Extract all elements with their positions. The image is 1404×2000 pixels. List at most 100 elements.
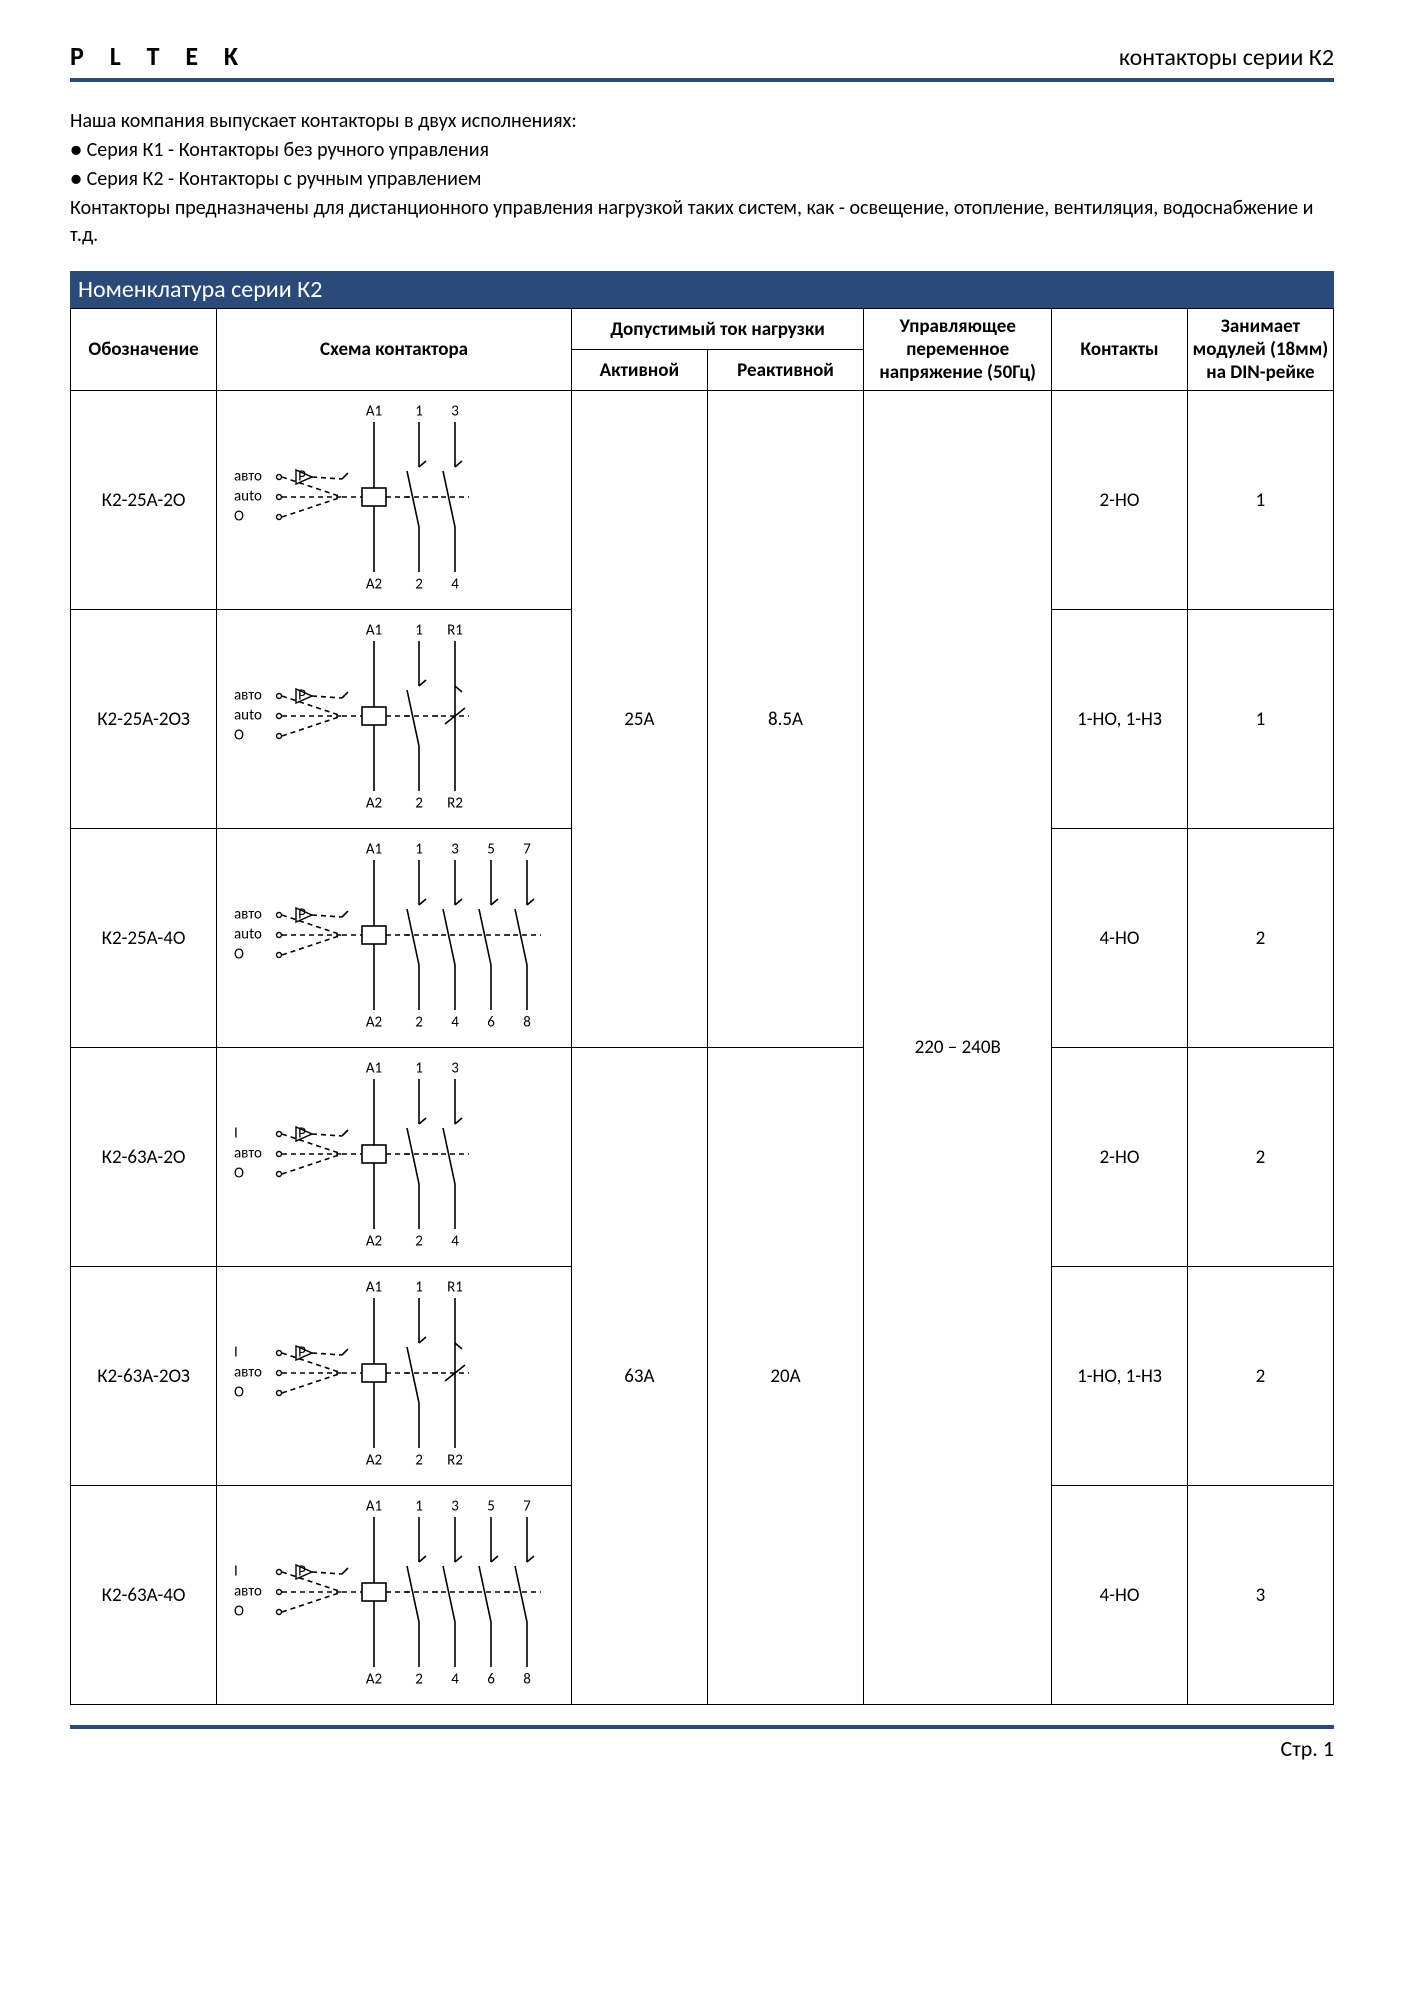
th-contacts: Контакты: [1052, 309, 1188, 391]
svg-text:2: 2: [415, 1014, 423, 1032]
th-load-current: Допустимый ток нагрузки: [572, 309, 864, 350]
svg-text:1: 1: [415, 1279, 423, 1297]
svg-text:2: 2: [415, 576, 423, 594]
svg-text:auto: auto: [234, 707, 262, 725]
svg-text:1: 1: [415, 403, 423, 421]
cell-designation: К2-63А-2О: [71, 1048, 217, 1267]
svg-text:2: 2: [415, 795, 423, 813]
cell-schematic: IавтоOPA1A212345678: [217, 1486, 572, 1705]
th-active: Активной: [572, 350, 708, 391]
svg-text:8: 8: [523, 1014, 531, 1032]
table-header-row-1: Обозначение Схема контактора Допустимый …: [71, 309, 1334, 350]
svg-text:1: 1: [415, 841, 423, 859]
cell-reactive: 20А: [707, 1048, 864, 1705]
svg-text:7: 7: [523, 1498, 531, 1516]
svg-text:O: O: [234, 1603, 244, 1621]
svg-text:A1: A1: [366, 622, 382, 640]
svg-text:P: P: [298, 1563, 306, 1581]
svg-text:O: O: [234, 1384, 244, 1402]
svg-text:авто: авто: [234, 1145, 262, 1163]
cell-designation: К2-63А-4О: [71, 1486, 217, 1705]
svg-text:авто: авто: [234, 1583, 262, 1601]
svg-text:4: 4: [451, 1671, 459, 1689]
svg-text:O: O: [234, 727, 244, 745]
svg-text:P: P: [298, 468, 306, 486]
svg-text:5: 5: [487, 1498, 495, 1516]
series-title: контакторы серии К2: [1119, 43, 1334, 72]
svg-text:4: 4: [451, 576, 459, 594]
svg-text:A1: A1: [366, 1279, 382, 1297]
table-row: К2-63А-2О IавтоOPA1A21234 63А 20А 2-НО 2: [71, 1048, 1334, 1267]
th-schematic: Схема контактора: [217, 309, 572, 391]
svg-text:1: 1: [415, 1498, 423, 1516]
cell-schematic: автоautoOPA1A212345678: [217, 829, 572, 1048]
page-footer: Стр. 1: [70, 1725, 1334, 1762]
svg-text:R1: R1: [447, 1279, 463, 1297]
cell-contacts: 2-НО: [1052, 391, 1188, 610]
cell-contacts: 4-НО: [1052, 1486, 1188, 1705]
intro-line-1: Наша компания выпускает контакторы в дву…: [70, 108, 1334, 135]
cell-modules: 1: [1187, 610, 1333, 829]
svg-text:4: 4: [451, 1233, 459, 1251]
cell-modules: 1: [1187, 391, 1333, 610]
svg-text:P: P: [298, 906, 306, 924]
svg-text:A1: A1: [366, 403, 382, 421]
svg-text:A2: A2: [366, 795, 382, 813]
cell-contacts: 4-НО: [1052, 829, 1188, 1048]
cell-designation: К2-25А-2ОЗ: [71, 610, 217, 829]
svg-text:O: O: [234, 508, 244, 526]
svg-text:1: 1: [415, 1060, 423, 1078]
cell-designation: К2-63А-2ОЗ: [71, 1267, 217, 1486]
table-row: К2-25А-2О автоautoOPA1A21234 25А 8.5А 22…: [71, 391, 1334, 610]
cell-schematic: автоautoOPA1A21234: [217, 391, 572, 610]
cell-reactive: 8.5А: [707, 391, 864, 1048]
svg-text:6: 6: [487, 1671, 495, 1689]
svg-text:A1: A1: [366, 841, 382, 859]
th-voltage: Управляющее переменное напряжение (50Гц): [864, 309, 1052, 391]
svg-text:6: 6: [487, 1014, 495, 1032]
intro-line-2: Контакторы предназначены для дистанционн…: [70, 195, 1334, 249]
svg-text:auto: auto: [234, 926, 262, 944]
cell-modules: 2: [1187, 829, 1333, 1048]
section-title: Номенклатура серии К2: [70, 271, 1334, 308]
svg-text:7: 7: [523, 841, 531, 859]
intro-block: Наша компания выпускает контакторы в дву…: [70, 108, 1334, 249]
cell-contacts: 1-НО, 1-НЗ: [1052, 1267, 1188, 1486]
svg-text:3: 3: [451, 403, 459, 421]
cell-modules: 2: [1187, 1267, 1333, 1486]
svg-text:8: 8: [523, 1671, 531, 1689]
svg-text:A2: A2: [366, 1014, 382, 1032]
svg-text:3: 3: [451, 1498, 459, 1516]
svg-text:A2: A2: [366, 576, 382, 594]
cell-modules: 2: [1187, 1048, 1333, 1267]
cell-contacts: 2-НО: [1052, 1048, 1188, 1267]
intro-bullet-2: ● Серия К2 - Контакторы с ручным управле…: [70, 166, 1334, 193]
th-modules: Занимает модулей (18мм) на DIN-рейке: [1187, 309, 1333, 391]
svg-text:авто: авто: [234, 687, 262, 705]
svg-text:5: 5: [487, 841, 495, 859]
svg-text:P: P: [298, 1344, 306, 1362]
brand-logo: P L T E K: [70, 40, 248, 72]
svg-text:A2: A2: [366, 1671, 382, 1689]
svg-text:A2: A2: [366, 1233, 382, 1251]
svg-text:auto: auto: [234, 488, 262, 506]
svg-text:авто: авто: [234, 906, 262, 924]
cell-active: 63А: [572, 1048, 708, 1705]
th-designation: Обозначение: [71, 309, 217, 391]
svg-text:3: 3: [451, 1060, 459, 1078]
svg-text:A1: A1: [366, 1498, 382, 1516]
svg-text:A2: A2: [366, 1452, 382, 1470]
svg-text:I: I: [234, 1563, 238, 1581]
svg-text:авто: авто: [234, 1364, 262, 1382]
intro-bullet-1: ● Серия К1 - Контакторы без ручного упра…: [70, 137, 1334, 164]
svg-text:R2: R2: [447, 1452, 463, 1470]
cell-designation: К2-25А-4О: [71, 829, 217, 1048]
page-number: Стр. 1: [1281, 1735, 1335, 1762]
svg-text:2: 2: [415, 1452, 423, 1470]
svg-text:O: O: [234, 1165, 244, 1183]
svg-text:R2: R2: [447, 795, 463, 813]
cell-modules: 3: [1187, 1486, 1333, 1705]
cell-active: 25А: [572, 391, 708, 1048]
page-header: P L T E K контакторы серии К2: [70, 40, 1334, 82]
svg-text:I: I: [234, 1125, 238, 1143]
